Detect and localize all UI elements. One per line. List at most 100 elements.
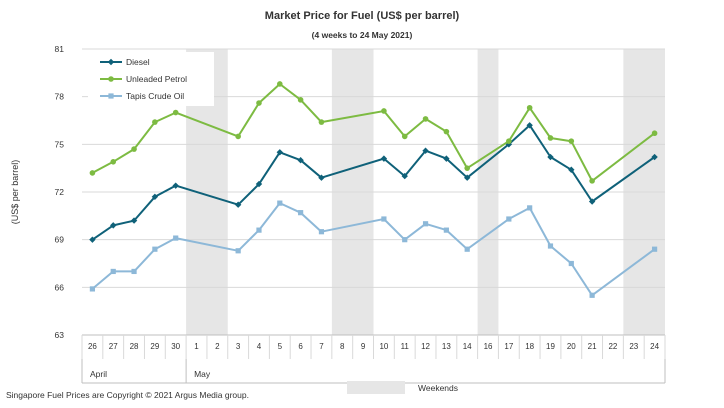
series-layer [89, 81, 658, 298]
unleaded-petrol-point [443, 128, 450, 135]
unleaded-petrol-point [318, 119, 325, 125]
tapis-crude-oil-point [443, 227, 449, 233]
x-tick-label: 28 [130, 342, 139, 351]
month-label-april: April [90, 369, 107, 379]
x-tick-label: 27 [109, 342, 118, 351]
diesel-point [401, 172, 408, 180]
x-tick-label: 7 [319, 342, 324, 351]
y-tick-label: 72 [55, 187, 65, 197]
diesel-point [255, 180, 263, 188]
unleaded-petrol-point [464, 165, 470, 171]
unleaded-petrol-point [277, 81, 283, 87]
unleaded-petrol-point [589, 178, 595, 184]
x-tick-label: 12 [421, 342, 430, 351]
diesel-point [380, 155, 388, 162]
x-tick-label: 4 [257, 342, 262, 351]
x-tick-label: 20 [567, 342, 576, 351]
unleaded-petrol-point [152, 119, 158, 125]
legend-label-unleaded-petrol: Unleaded Petrol [126, 74, 187, 84]
y-tick-label: 69 [55, 235, 65, 245]
chart-title: Market Price for Fuel (US$ per barrel) [265, 10, 460, 22]
month-label-may: May [194, 369, 211, 379]
diesel-point [651, 153, 658, 161]
x-axis: 26 27 28 29 30 1 2 3 4 5 6 7 8 9 10 11 12 13 14 16 17 18 19 20 2… [81, 334, 666, 384]
tapis-crude-oil-point [568, 260, 574, 267]
chart-subtitle: (4 weeks to 24 May 2021) [312, 30, 413, 40]
x-tick-label: 26 [88, 342, 97, 351]
legend: Diesel Unleaded Petrol Tapis Crude Oil [88, 52, 214, 106]
x-tick-label: 9 [361, 342, 366, 351]
tapis-crude-oil-point [131, 268, 137, 275]
tapis-crude-oil-point [547, 243, 554, 249]
diesel-point [297, 157, 304, 164]
unleaded-petrol-point [131, 146, 137, 152]
unleaded-petrol-point [401, 133, 408, 140]
tapis-crude-oil-point [589, 292, 595, 298]
tapis-crude-oil-point [298, 210, 304, 216]
diesel-point [422, 147, 429, 154]
tapis-crude-oil-point [527, 205, 533, 211]
tapis-crude-oil-point [235, 248, 241, 254]
diesel-point [151, 193, 159, 200]
diesel-point [234, 201, 242, 208]
tapis-crude-oil-point [173, 235, 179, 241]
x-tick-label: 19 [546, 342, 555, 351]
x-tick-label: 23 [629, 342, 638, 351]
x-tick-label: 18 [525, 342, 534, 351]
tapis-crude-oil-point [110, 268, 116, 275]
diesel-point [588, 198, 596, 205]
diesel-point [547, 153, 554, 161]
x-tick-label: 11 [401, 342, 410, 351]
tapis-crude-oil-point [256, 227, 262, 233]
tapis-crude-oil-point [464, 246, 470, 252]
y-tick-label: 66 [55, 282, 65, 292]
y-axis-label: (US$ per barrel) [10, 160, 20, 225]
x-tick-label: 1 [194, 342, 199, 351]
y-tick-label: 75 [55, 139, 65, 149]
unleaded-petrol-point [381, 108, 387, 114]
x-tick-label: 10 [379, 342, 388, 351]
tapis-crude-oil-point [89, 286, 96, 292]
x-tick-label: 5 [278, 342, 283, 351]
legend-marker-tapis-crude-oil [108, 93, 114, 99]
copyright-footer: Singapore Fuel Prices are Copyright © 20… [6, 390, 249, 400]
tapis-crude-oil-point [422, 221, 429, 227]
y-tick-label: 63 [55, 330, 65, 340]
unleaded-petrol-point [568, 138, 575, 144]
unleaded-petrol-point [110, 159, 117, 165]
y-tick-label: 81 [55, 44, 65, 54]
tapis-crude-oil-point [152, 246, 158, 252]
x-tick-label: 13 [442, 342, 451, 351]
diesel-point [526, 122, 533, 129]
x-tick-label: 8 [340, 342, 345, 351]
diesel-point [130, 217, 138, 224]
weekend-legend-swatch [347, 381, 405, 394]
x-tick-label: 24 [650, 342, 659, 351]
diesel-point [172, 182, 179, 189]
x-tick-label: 22 [608, 342, 617, 351]
unleaded-petrol-point [547, 135, 554, 141]
diesel-point [443, 155, 450, 162]
unleaded-petrol-point [172, 109, 179, 116]
legend-label-tapis-crude-oil: Tapis Crude Oil [126, 91, 184, 101]
tapis-crude-oil-point [381, 216, 387, 222]
x-tick-label: 6 [298, 342, 303, 351]
unleaded-petrol-point [526, 104, 533, 111]
unleaded-petrol-point [235, 133, 241, 140]
y-tick-label: 78 [55, 92, 65, 102]
unleaded-petrol-point [89, 170, 96, 176]
tapis-crude-oil-point [277, 200, 283, 206]
weekend-legend: Weekends [347, 381, 458, 394]
diesel-point [463, 174, 471, 181]
unleaded-petrol-point [297, 97, 304, 103]
unleaded-petrol-point [422, 116, 429, 122]
weekend-legend-label: Weekends [418, 383, 458, 393]
legend-marker-diesel [107, 58, 115, 66]
tapis-crude-oil-point [651, 246, 658, 252]
tapis-crude-oil-point [402, 237, 408, 243]
diesel-point [568, 166, 575, 173]
x-tick-label: 16 [484, 342, 493, 351]
x-tick-label: 21 [588, 342, 597, 351]
legend-label-diesel: Diesel [126, 57, 150, 67]
